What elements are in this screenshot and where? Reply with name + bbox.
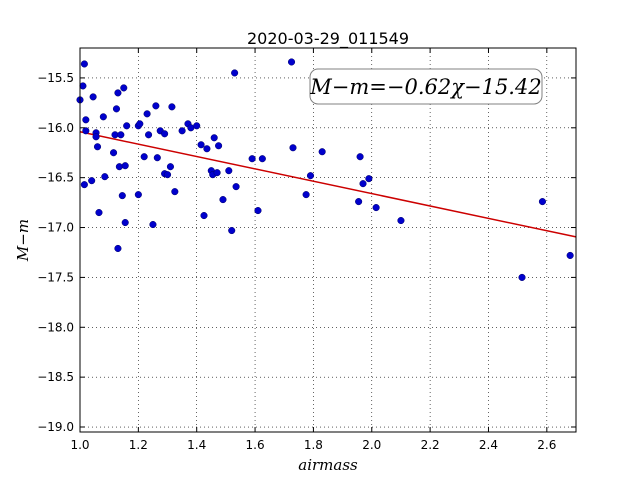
data-point: [99, 113, 107, 121]
data-point: [219, 196, 227, 204]
data-point: [171, 188, 179, 196]
data-point: [163, 171, 172, 179]
x-tick-label: 1.6: [246, 438, 265, 452]
data-point: [134, 191, 142, 199]
data-point: [136, 120, 144, 128]
data-point: [538, 198, 546, 206]
x-tick-label: 1.8: [304, 438, 323, 452]
x-tick-label: 2.0: [362, 438, 381, 452]
annotation-box: [309, 68, 543, 105]
data-point: [121, 218, 129, 227]
y-tick-label: −15.5: [37, 71, 74, 85]
fit-line: [79, 131, 577, 238]
chart-title: 2020-03-29_011549: [247, 29, 409, 49]
data-point: [82, 116, 90, 124]
data-point: [232, 183, 240, 191]
data-point: [93, 143, 102, 151]
data-point: [88, 177, 96, 185]
y-axis-ticks: −15.5 −16.0 −16.5 −17.0 −17.5 −18.0 −18.5 −19.0: [37, 71, 576, 434]
x-tick-label: 1.0: [70, 438, 89, 452]
data-point: [228, 226, 236, 235]
data-point: [302, 191, 310, 199]
data-point: [289, 144, 297, 152]
fit-annotation: M−m=−0.62χ−15.42: [309, 68, 543, 105]
x-axis-ticks: 1.0 1.2 1.4 1.6 1.8 2.0 2.2 2.4 2.6: [70, 48, 556, 452]
data-point: [231, 69, 239, 77]
grid-layer: [79, 48, 576, 432]
data-point: [213, 169, 221, 177]
data-point: [356, 153, 364, 161]
data-point: [193, 122, 201, 130]
data-point: [254, 207, 262, 215]
data-point: [359, 180, 367, 188]
data-point: [121, 162, 129, 170]
data-point: [168, 103, 176, 111]
data-point: [397, 217, 405, 225]
y-tick-label: −16.5: [37, 171, 74, 185]
data-point: [365, 175, 373, 183]
data-point: [248, 155, 256, 163]
data-point: [153, 154, 161, 162]
data-point: [140, 153, 148, 161]
data-point: [287, 58, 296, 66]
y-tick-label: −17.0: [37, 221, 74, 235]
data-point: [149, 220, 157, 229]
data-point: [197, 141, 205, 149]
x-axis-label: airmass: [298, 456, 358, 474]
x-tick-label: 2.2: [421, 438, 440, 452]
data-point: [152, 102, 160, 110]
data-point: [566, 251, 574, 260]
data-point: [114, 89, 122, 97]
data-point: [372, 204, 380, 212]
points-layer: [76, 58, 574, 281]
data-point: [258, 155, 266, 163]
x-tick-label: 1.4: [187, 438, 206, 452]
data-point: [112, 105, 121, 113]
data-point: [101, 173, 109, 181]
data-point: [200, 212, 208, 220]
data-point: [117, 131, 125, 139]
data-point: [178, 127, 186, 135]
data-point: [318, 148, 326, 156]
y-tick-label: −18.0: [37, 320, 74, 334]
data-point: [143, 110, 151, 118]
fit-layer: [79, 131, 577, 238]
x-tick-label: 2.6: [537, 438, 556, 452]
data-point: [82, 127, 90, 135]
data-point: [518, 273, 526, 281]
y-tick-label: −17.5: [37, 270, 74, 284]
y-axis-label: M−m: [14, 219, 32, 262]
data-point: [118, 192, 126, 200]
data-point: [225, 167, 233, 175]
data-point: [110, 149, 118, 157]
data-point: [79, 82, 87, 90]
x-tick-label: 2.4: [479, 438, 498, 452]
fit-equation: M−m=−0.62χ−15.42: [309, 75, 541, 99]
data-point: [115, 163, 123, 171]
data-point: [120, 84, 128, 92]
data-point: [203, 145, 211, 153]
data-point: [80, 181, 88, 189]
data-point: [161, 130, 169, 138]
y-tick-label: −16.0: [37, 121, 74, 135]
y-tick-label: −18.5: [37, 370, 74, 384]
data-point: [355, 198, 363, 206]
data-point: [215, 142, 223, 150]
x-tick-label: 1.2: [129, 438, 148, 452]
data-point: [80, 60, 88, 68]
data-point: [306, 172, 315, 180]
data-point: [114, 244, 122, 253]
data-point: [166, 163, 174, 171]
data-point: [95, 209, 103, 217]
plot-frame: [79, 47, 577, 433]
y-tick-label: −19.0: [37, 420, 74, 434]
data-point: [89, 93, 97, 101]
data-point: [210, 134, 218, 142]
data-point: [92, 133, 100, 141]
data-point: [123, 122, 131, 130]
data-point: [145, 131, 153, 139]
